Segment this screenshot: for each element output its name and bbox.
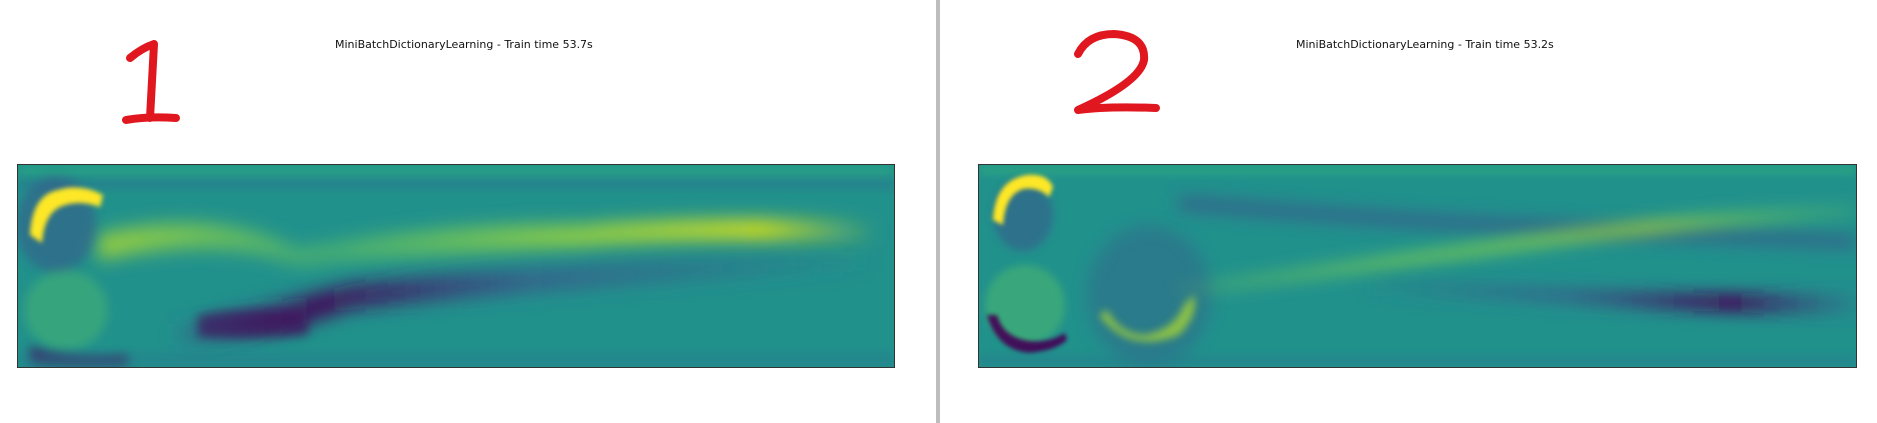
plot-title: MiniBatchDictionaryLearning - Train time… xyxy=(335,38,593,51)
handwritten-number-1: 1 xyxy=(120,40,190,126)
dictionary-heatmap-1 xyxy=(17,164,895,368)
number-2-drawing: 2 xyxy=(1074,30,1160,114)
plot-title: MiniBatchDictionaryLearning - Train time… xyxy=(1296,38,1554,51)
panel-divider xyxy=(936,0,940,423)
panel-1: 1 MiniBatchDictionaryLearning - Train ti… xyxy=(0,0,936,423)
handwritten-number-2: 2 xyxy=(1068,28,1164,120)
dictionary-heatmap-2 xyxy=(978,164,1857,368)
panel-2: 2 MiniBatchDictionaryLearning - Train ti… xyxy=(940,0,1877,423)
number-1-drawing: 1 xyxy=(122,40,180,124)
